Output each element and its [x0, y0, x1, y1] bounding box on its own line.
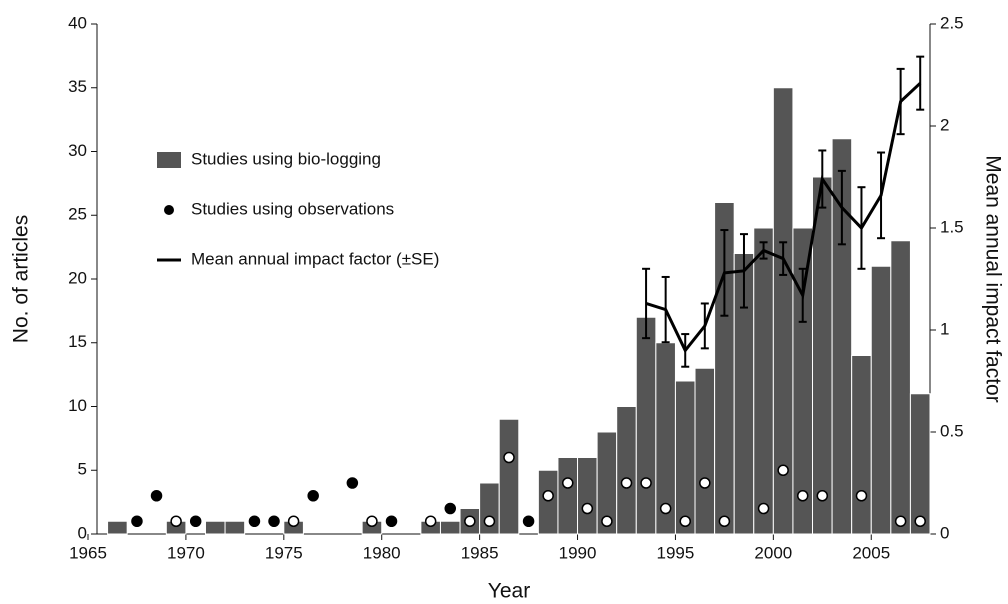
- observation-point: [542, 490, 554, 502]
- bar: [851, 355, 872, 535]
- y-tick-label: 40: [68, 13, 87, 32]
- y-tick-label: 35: [68, 77, 87, 96]
- legend-swatch: [157, 152, 181, 168]
- observation-point: [444, 502, 457, 515]
- bar: [616, 406, 637, 535]
- observation-point: [620, 477, 633, 489]
- observation-point: [561, 477, 574, 489]
- observation-point: [777, 464, 789, 476]
- observation-point: [483, 515, 496, 527]
- bar: [674, 380, 696, 535]
- observation-point: [189, 515, 202, 527]
- y2-tick-label: 1: [940, 319, 949, 338]
- observation-point: [248, 515, 261, 527]
- x-tick-label: 1990: [559, 543, 597, 562]
- x-tick-label: 1965: [69, 543, 107, 562]
- observation-point: [307, 490, 319, 502]
- x-tick-label: 1970: [167, 543, 205, 562]
- observation-point: [366, 515, 378, 527]
- legend-label: Studies using bio-logging: [191, 149, 381, 168]
- bar: [812, 176, 833, 535]
- bar: [557, 457, 579, 535]
- x-tick-label: 2005: [852, 543, 890, 562]
- impact-line: [645, 82, 922, 354]
- observation-point: [346, 477, 359, 489]
- observation-point: [894, 515, 907, 527]
- bar: [909, 393, 931, 535]
- y-tick-label: 15: [68, 332, 87, 351]
- y2-tick-label: 2.5: [940, 13, 964, 32]
- y2-tick-label: 1.5: [940, 217, 964, 236]
- observation-point: [659, 502, 672, 515]
- y-tick-label: 0: [78, 523, 87, 542]
- observation-point: [581, 502, 594, 515]
- bar: [635, 316, 657, 535]
- observation-point: [464, 515, 476, 527]
- y-tick-label: 25: [68, 205, 87, 224]
- observation-point: [640, 477, 652, 489]
- observation-point: [522, 515, 535, 527]
- x-tick-label: 1980: [363, 543, 401, 562]
- observation-point: [503, 451, 515, 464]
- x-tick-label: 1995: [657, 543, 695, 562]
- observation-point: [699, 477, 711, 489]
- x-axis-label: Year: [488, 580, 530, 603]
- observation-point: [424, 515, 437, 527]
- y2-axis-label: Mean annual impact factor: [981, 155, 1004, 402]
- y-axis-label: No. of articles: [10, 215, 33, 343]
- y2-tick-label: 0: [940, 523, 949, 542]
- observation-point: [796, 490, 809, 502]
- observation-point: [601, 515, 613, 527]
- bar: [694, 367, 716, 535]
- observation-point: [816, 490, 829, 502]
- bar: [204, 520, 226, 535]
- bar: [577, 457, 598, 535]
- observation-point: [287, 515, 300, 527]
- y-tick-label: 30: [68, 141, 87, 160]
- observation-point: [385, 515, 398, 527]
- bar: [890, 240, 911, 535]
- bar: [439, 520, 461, 535]
- observation-point: [131, 515, 143, 527]
- x-tick-label: 2000: [754, 543, 792, 562]
- observation-point: [855, 490, 868, 502]
- bar: [224, 520, 246, 535]
- bar: [498, 418, 520, 535]
- bar: [870, 265, 892, 535]
- legend-label: Mean annual impact factor (±SE): [191, 249, 439, 268]
- y2-tick-label: 0.5: [940, 421, 964, 440]
- bar: [831, 138, 853, 535]
- observation-point: [268, 515, 280, 527]
- bar: [107, 520, 128, 535]
- observation-point: [150, 490, 163, 502]
- observation-point: [914, 515, 926, 527]
- observation-point: [170, 515, 182, 527]
- y-tick-label: 10: [68, 396, 87, 415]
- y2-tick-label: 2: [940, 115, 949, 134]
- y-tick-label: 20: [68, 268, 87, 287]
- bar: [537, 469, 559, 535]
- x-tick-label: 1985: [461, 543, 499, 562]
- legend-label: Studies using observations: [191, 199, 394, 218]
- observation-point: [679, 515, 691, 527]
- legend-swatch: [164, 205, 174, 215]
- y-tick-label: 5: [78, 460, 87, 479]
- observation-point: [718, 515, 731, 527]
- observation-point: [757, 502, 770, 515]
- bar: [753, 227, 774, 535]
- x-tick-label: 1975: [265, 543, 303, 562]
